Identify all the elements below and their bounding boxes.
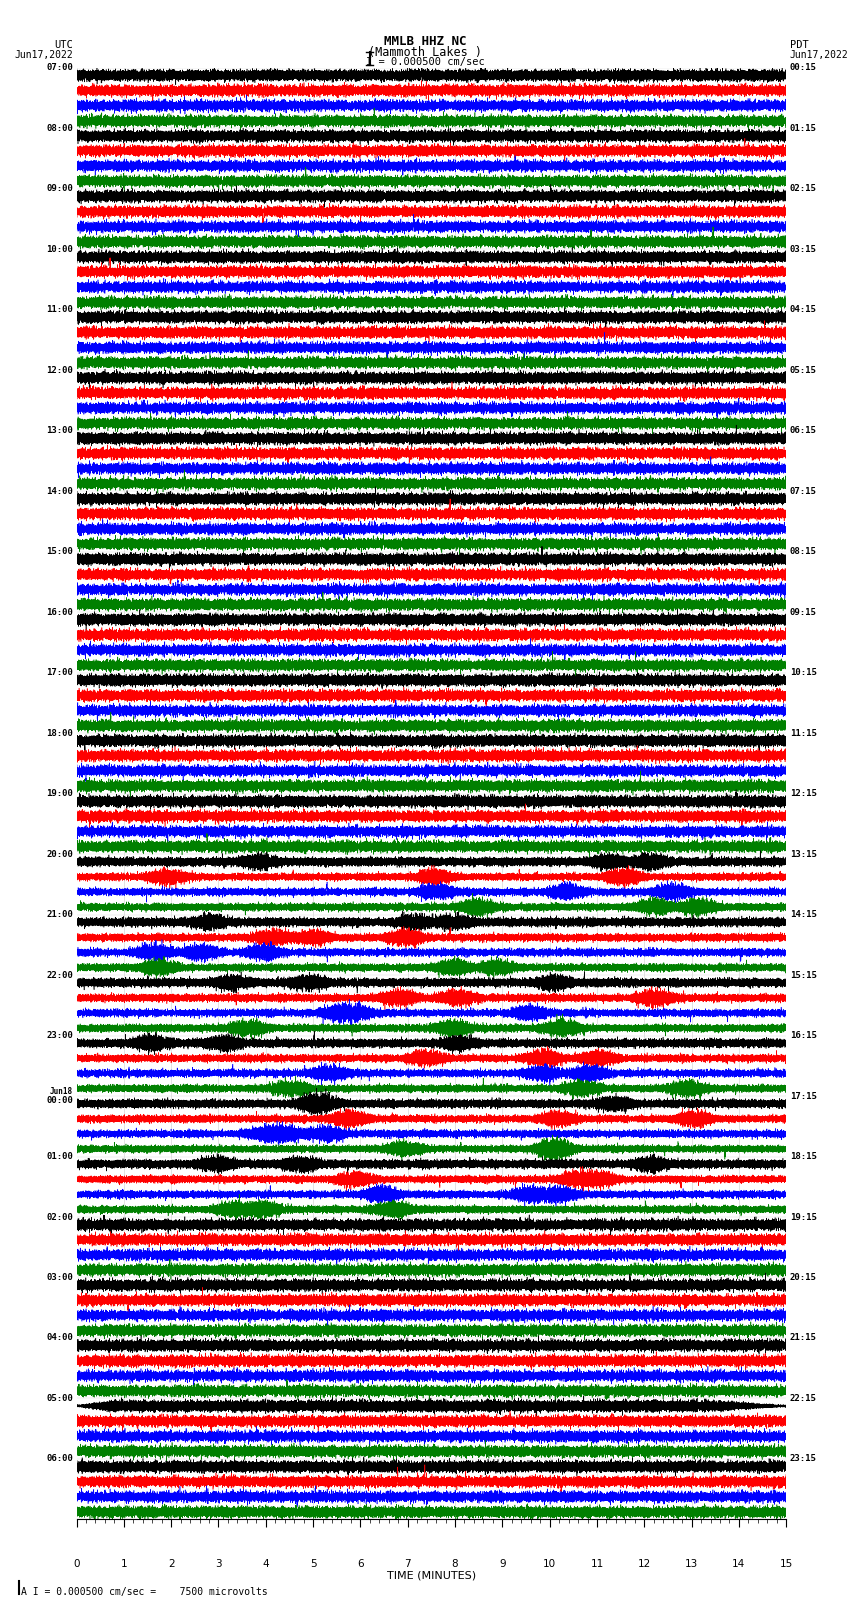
Text: 05:15: 05:15 xyxy=(790,366,817,374)
Text: 23:15: 23:15 xyxy=(790,1455,817,1463)
Text: 09:15: 09:15 xyxy=(790,608,817,616)
Text: 03:15: 03:15 xyxy=(790,245,817,253)
Text: 00:15: 00:15 xyxy=(790,63,817,73)
Text: 19:00: 19:00 xyxy=(46,789,73,798)
Text: 20:00: 20:00 xyxy=(46,850,73,858)
Text: Jun17,2022: Jun17,2022 xyxy=(14,50,73,60)
Text: 15:15: 15:15 xyxy=(790,971,817,979)
Text: 17:15: 17:15 xyxy=(790,1092,817,1100)
Text: 11:15: 11:15 xyxy=(790,729,817,737)
Text: 13:15: 13:15 xyxy=(790,850,817,858)
Text: 22:00: 22:00 xyxy=(46,971,73,979)
Text: 06:00: 06:00 xyxy=(46,1455,73,1463)
Text: 07:00: 07:00 xyxy=(46,63,73,73)
Text: 10:00: 10:00 xyxy=(46,245,73,253)
Text: I = 0.000500 cm/sec: I = 0.000500 cm/sec xyxy=(366,58,484,68)
Text: 05:00: 05:00 xyxy=(46,1394,73,1403)
Text: 17:00: 17:00 xyxy=(46,668,73,677)
Text: 18:00: 18:00 xyxy=(46,729,73,737)
Text: 03:00: 03:00 xyxy=(46,1273,73,1282)
Text: 07:15: 07:15 xyxy=(790,487,817,495)
Text: 12:15: 12:15 xyxy=(790,789,817,798)
Text: 20:15: 20:15 xyxy=(790,1273,817,1282)
Text: 10:15: 10:15 xyxy=(790,668,817,677)
Text: MMLB HHZ NC: MMLB HHZ NC xyxy=(383,35,467,48)
Text: 08:15: 08:15 xyxy=(790,547,817,556)
Text: 15:00: 15:00 xyxy=(46,547,73,556)
Text: 14:00: 14:00 xyxy=(46,487,73,495)
Text: 16:00: 16:00 xyxy=(46,608,73,616)
Text: 04:00: 04:00 xyxy=(46,1334,73,1342)
Text: A I = 0.000500 cm/sec =    7500 microvolts: A I = 0.000500 cm/sec = 7500 microvolts xyxy=(21,1587,268,1597)
X-axis label: TIME (MINUTES): TIME (MINUTES) xyxy=(387,1571,476,1581)
Text: PDT: PDT xyxy=(790,40,808,50)
Text: 14:15: 14:15 xyxy=(790,910,817,919)
Text: 08:00: 08:00 xyxy=(46,124,73,132)
Text: 18:15: 18:15 xyxy=(790,1152,817,1161)
Text: 21:00: 21:00 xyxy=(46,910,73,919)
Text: 06:15: 06:15 xyxy=(790,426,817,436)
Text: (Mammoth Lakes ): (Mammoth Lakes ) xyxy=(368,45,482,60)
Text: 13:00: 13:00 xyxy=(46,426,73,436)
Text: 02:15: 02:15 xyxy=(790,184,817,194)
Text: 04:15: 04:15 xyxy=(790,305,817,315)
Text: Jun17,2022: Jun17,2022 xyxy=(790,50,848,60)
Text: 22:15: 22:15 xyxy=(790,1394,817,1403)
Text: 02:00: 02:00 xyxy=(46,1213,73,1221)
Text: 09:00: 09:00 xyxy=(46,184,73,194)
Text: 01:15: 01:15 xyxy=(790,124,817,132)
Text: Jun18: Jun18 xyxy=(50,1087,73,1097)
Text: 01:00: 01:00 xyxy=(46,1152,73,1161)
Text: 00:00: 00:00 xyxy=(46,1097,73,1105)
Text: 16:15: 16:15 xyxy=(790,1031,817,1040)
Text: 19:15: 19:15 xyxy=(790,1213,817,1221)
Text: 23:00: 23:00 xyxy=(46,1031,73,1040)
Text: 21:15: 21:15 xyxy=(790,1334,817,1342)
Text: 11:00: 11:00 xyxy=(46,305,73,315)
Text: UTC: UTC xyxy=(54,40,73,50)
Text: 12:00: 12:00 xyxy=(46,366,73,374)
